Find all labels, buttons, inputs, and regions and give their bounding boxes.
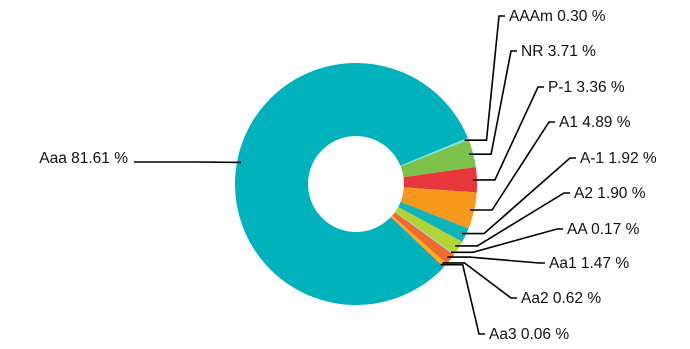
label-aa2: Aa2 0.62 % bbox=[521, 290, 601, 307]
leader-aa3 bbox=[440, 263, 485, 335]
label-aa: AA 0.17 % bbox=[567, 221, 640, 238]
slice-aa1 bbox=[392, 212, 454, 264]
leader-aaam bbox=[464, 15, 505, 141]
label-a2: A2 1.90 % bbox=[574, 185, 646, 202]
label-aa3: Aa3 0.06 % bbox=[489, 326, 569, 343]
label-aa1: Aa1 1.47 % bbox=[549, 255, 629, 272]
leader-a-1 bbox=[462, 157, 576, 235]
leader-lines bbox=[134, 15, 576, 335]
slice-a-1 bbox=[398, 201, 469, 242]
leader-nr bbox=[469, 50, 517, 155]
slice-a2 bbox=[395, 206, 463, 255]
leader-a2 bbox=[455, 192, 570, 247]
label-p-1: P-1 3.36 % bbox=[548, 79, 625, 96]
leader-a1 bbox=[470, 121, 555, 211]
donut-slices bbox=[234, 63, 477, 306]
slice-p-1 bbox=[403, 167, 477, 193]
slice-aa3 bbox=[390, 217, 444, 268]
slice-labels: AAAm 0.30 % NR 3.71 % P-1 3.36 % A1 4.89 % A… bbox=[39, 8, 657, 343]
label-a-1: A-1 1.92 % bbox=[580, 150, 657, 167]
leader-aa2 bbox=[442, 262, 517, 299]
slice-aa bbox=[394, 211, 455, 256]
slice-a1 bbox=[400, 187, 477, 229]
label-a1: A1 4.89 % bbox=[559, 114, 631, 131]
label-aaam: AAAm 0.30 % bbox=[509, 8, 606, 25]
slice-nr bbox=[400, 139, 476, 178]
label-nr: NR 3.71 % bbox=[521, 43, 596, 60]
slice-aa2 bbox=[390, 215, 447, 268]
label-aaa: Aaa 81.61 % bbox=[39, 150, 128, 167]
slice-aaam bbox=[400, 137, 469, 167]
leader-aa1 bbox=[447, 256, 545, 264]
slice-aaa bbox=[234, 63, 468, 306]
leader-aa bbox=[451, 228, 563, 254]
leader-p-1 bbox=[472, 86, 544, 181]
